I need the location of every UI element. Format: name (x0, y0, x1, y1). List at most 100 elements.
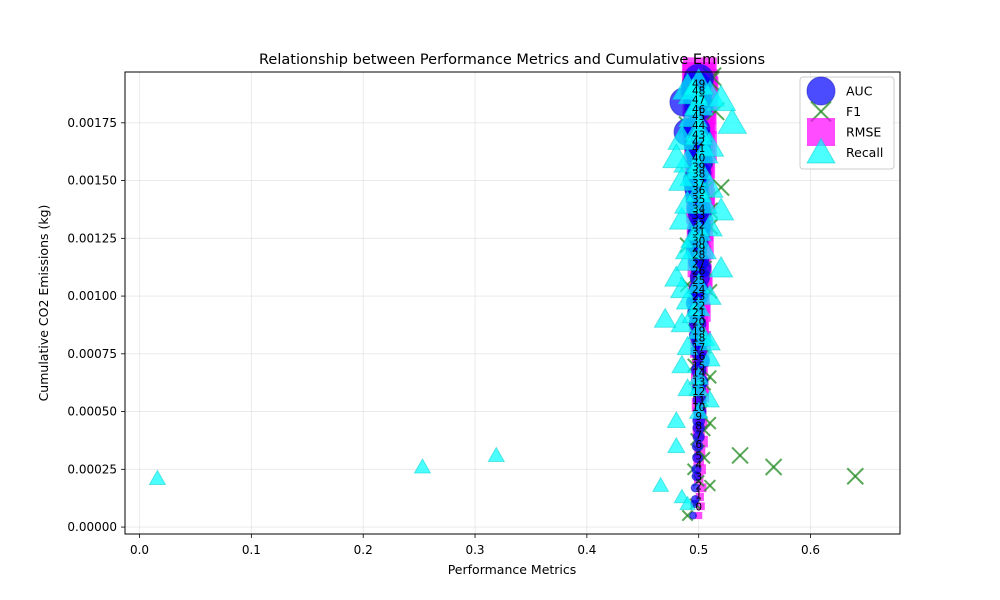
recall-point (677, 77, 709, 105)
recall-point (688, 377, 710, 397)
point-index-label: 0 (695, 501, 702, 513)
f1-point (703, 416, 717, 430)
y-axis-ticks: 0.00000 0.00025 0.00050 0.00075 0.00100 0.001… (67, 116, 125, 534)
point-index-label: 9 (695, 411, 702, 423)
y-tick-label: 0.00150 (67, 174, 117, 188)
f1-point (681, 509, 694, 522)
rmse-point (695, 511, 703, 520)
recall-point (698, 347, 721, 367)
point-index-label: 8 (695, 420, 702, 432)
legend-label: Recall (846, 145, 883, 160)
recall-point (675, 288, 700, 310)
x-axis-ticks: 0.0 0.1 0.2 0.3 0.4 0.5 0.6 (130, 534, 820, 557)
point-index-label: 46 (692, 104, 706, 116)
recall-point (696, 213, 724, 237)
point-labels: 0123456789101112131415161718192021222324… (692, 79, 706, 514)
series-recall (148, 67, 748, 511)
point-index-label: 30 (692, 236, 705, 248)
point-index-label: 37 (692, 178, 705, 190)
point-index-label: 33 (692, 210, 705, 222)
point-index-label: 36 (692, 185, 706, 197)
x-tick-label: 0.4 (577, 543, 596, 557)
point-index-label: 47 (692, 95, 705, 107)
recall-point (674, 248, 701, 271)
point-index-label: 40 (692, 152, 705, 164)
point-index-label: 20 (692, 316, 705, 328)
rmse-point (697, 483, 707, 493)
recall-point (717, 107, 748, 134)
recall-point (705, 84, 737, 112)
f1-point (764, 458, 783, 476)
point-index-label: 26 (692, 266, 706, 278)
x-tick-label: 0.5 (689, 543, 708, 557)
recall-point (148, 469, 167, 486)
x-tick-label: 0.6 (801, 543, 820, 557)
point-index-label: 49 (692, 79, 705, 91)
point-index-label: 2 (695, 480, 702, 492)
recall-point (666, 436, 686, 454)
point-index-label: 1 (695, 490, 702, 502)
x-axis-title: Performance Metrics (448, 562, 577, 577)
point-index-label: 32 (692, 219, 705, 231)
f1-point (846, 467, 864, 485)
point-index-label: 25 (692, 275, 705, 287)
auc-point (689, 511, 698, 520)
point-index-label: 22 (692, 300, 705, 312)
point-index-label: 10 (692, 402, 705, 414)
point-index-label: 21 (692, 307, 705, 319)
auc-point (691, 464, 702, 475)
point-index-label: 44 (692, 120, 706, 132)
point-index-label: 31 (692, 226, 705, 238)
recall-point (664, 265, 689, 287)
data-points (148, 57, 864, 522)
point-index-label: 34 (692, 203, 706, 215)
recall-point (690, 189, 718, 214)
y-tick-label: 0.00100 (67, 289, 117, 303)
point-index-label: 28 (692, 249, 705, 261)
recall-point (666, 410, 687, 429)
rmse-point (697, 502, 705, 511)
recall-point (699, 389, 721, 408)
legend-label: F1 (846, 104, 861, 119)
point-index-label: 48 (692, 85, 705, 97)
auc-point (692, 452, 704, 464)
recall-point (674, 236, 701, 260)
x-tick-label: 0.3 (465, 543, 484, 557)
recall-point (661, 142, 691, 169)
x-tick-label: 0.1 (242, 543, 261, 557)
recall-point (487, 446, 506, 462)
point-index-label: 23 (692, 291, 705, 303)
y-tick-label: 0.00075 (67, 347, 117, 361)
point-index-label: 11 (692, 395, 705, 407)
recall-point (676, 335, 699, 356)
point-index-label: 7 (695, 430, 702, 442)
legend: AUC F1 RMSE Recall (799, 76, 895, 170)
recall-point (651, 476, 670, 492)
point-index-label: 13 (692, 377, 705, 389)
point-index-label: 41 (692, 143, 705, 155)
legend-entry-auc: AUC (806, 76, 873, 106)
recall-point (697, 283, 722, 305)
point-index-label: 24 (692, 284, 706, 296)
f1-point (731, 446, 749, 465)
recall-point (683, 119, 714, 146)
point-index-label: 29 (692, 243, 705, 255)
point-index-label: 45 (692, 111, 705, 123)
point-index-label: 27 (692, 259, 705, 271)
point-index-label: 43 (692, 129, 705, 141)
y-tick-label: 0.00175 (67, 116, 117, 130)
y-tick-label: 0.00050 (67, 405, 117, 419)
y-tick-label: 0.00025 (67, 462, 117, 476)
auc-point (690, 494, 700, 504)
point-index-label: 6 (695, 439, 702, 451)
recall-point (687, 319, 711, 340)
point-index-label: 14 (692, 367, 706, 379)
point-index-label: 38 (692, 169, 705, 181)
grid (125, 72, 900, 534)
y-tick-label: 0.00125 (67, 231, 117, 245)
legend-entry-recall: Recall (806, 137, 883, 164)
recall-point (679, 495, 696, 511)
x-tick-label: 0.0 (130, 543, 149, 557)
chart-title: Relationship between Performance Metrics… (259, 52, 765, 68)
